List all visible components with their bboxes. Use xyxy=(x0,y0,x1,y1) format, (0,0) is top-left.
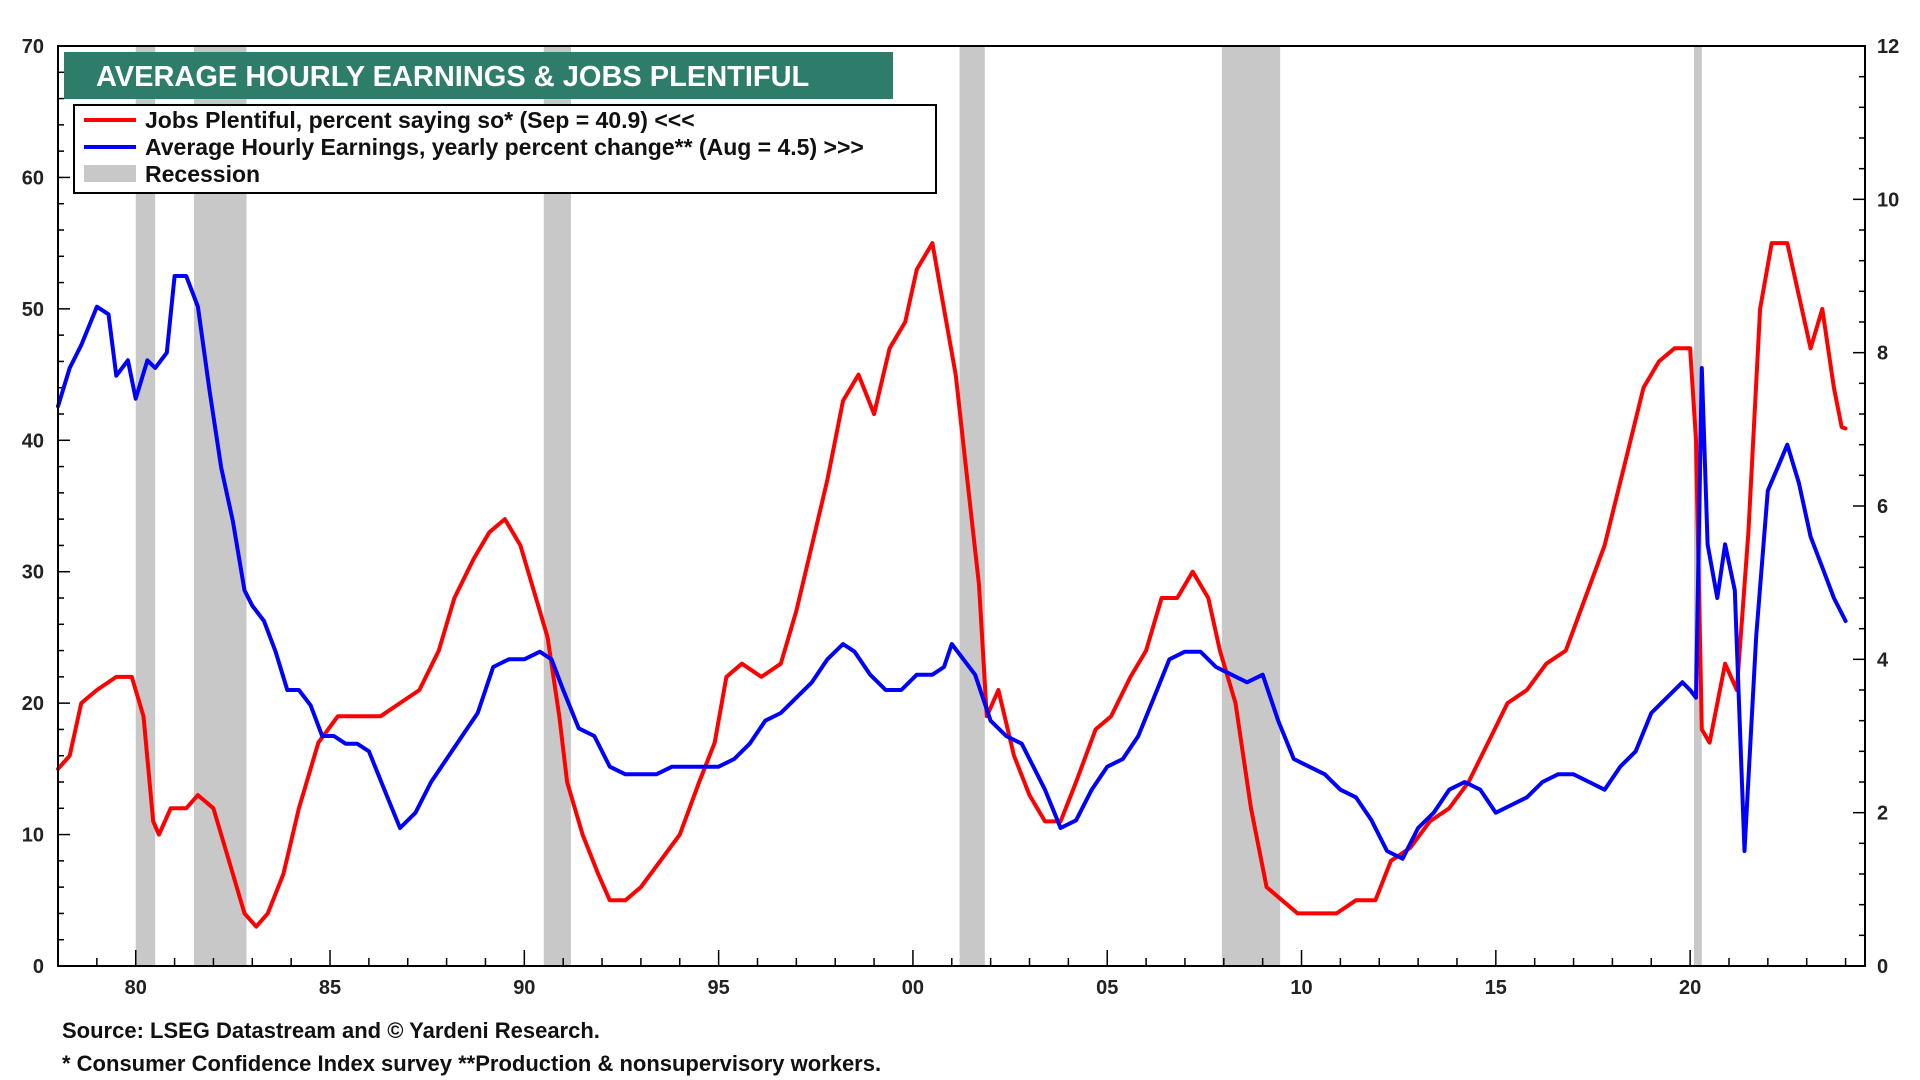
x-tick-label: 15 xyxy=(1485,977,1507,999)
x-tick-label: 10 xyxy=(1290,977,1312,999)
footnote: * Consumer Confidence Index survey **Pro… xyxy=(62,1051,882,1076)
x-ticks: 80 85 90 95 00 05 10 15 20 xyxy=(57,950,1847,999)
x-tick-label: 85 xyxy=(319,977,341,999)
plot-frame xyxy=(57,45,1866,967)
y-left-tick-label: 50 xyxy=(22,299,44,321)
recession-band-2 xyxy=(543,46,571,966)
recession-band-0 xyxy=(135,46,156,966)
y-left-tick-label: 20 xyxy=(22,693,44,715)
series-line-jobs-plentiful xyxy=(56,241,1848,929)
x-tick-label: 00 xyxy=(902,977,924,999)
series-line-hourly-earnings xyxy=(56,274,1848,861)
y-right-tick-label: 2 xyxy=(1877,803,1888,825)
x-tick-label: 05 xyxy=(1096,977,1118,999)
y-left-tick-label: 30 xyxy=(22,562,44,584)
legend-swatch-recession xyxy=(84,165,136,182)
series-lines xyxy=(56,241,1848,929)
y-left-tick-label: 60 xyxy=(22,167,44,189)
legend-label-jobs-plentiful: Jobs Plentiful, percent saying so* (Sep … xyxy=(145,107,695,133)
y-right-tick-label: 4 xyxy=(1877,649,1889,671)
y-left-tick-label: 10 xyxy=(22,825,44,847)
x-tick-label: 95 xyxy=(707,977,729,999)
legend: Jobs Plentiful, percent saying so* (Sep … xyxy=(73,104,937,194)
y-right-tick-label: 12 xyxy=(1877,36,1899,58)
chart-title-box: AVERAGE HOURLY EARNINGS & JOBS PLENTIFUL xyxy=(64,52,893,99)
legend-label-recession: Recession xyxy=(145,161,260,187)
x-tick-label: 20 xyxy=(1679,977,1701,999)
recession-band-1 xyxy=(194,46,247,966)
x-tick-label: 90 xyxy=(513,977,535,999)
source-note: Source: LSEG Datastream and © Yardeni Re… xyxy=(62,1018,600,1043)
y-right-tick-label: 6 xyxy=(1877,496,1888,518)
x-tick-label: 80 xyxy=(125,977,147,999)
y-right-tick-label: 10 xyxy=(1877,189,1899,211)
legend-label-hourly-earnings: Average Hourly Earnings, yearly percent … xyxy=(145,134,864,160)
recession-band-4 xyxy=(1221,46,1281,966)
y-left-tick-label: 40 xyxy=(22,430,44,452)
chart-title: AVERAGE HOURLY EARNINGS & JOBS PLENTIFUL xyxy=(96,61,809,93)
y-left-tick-label: 70 xyxy=(22,36,44,58)
y-right-tick-label: 8 xyxy=(1877,343,1888,365)
y-right-tick-label: 0 xyxy=(1877,956,1888,978)
y-left-tick-label: 0 xyxy=(33,956,44,978)
